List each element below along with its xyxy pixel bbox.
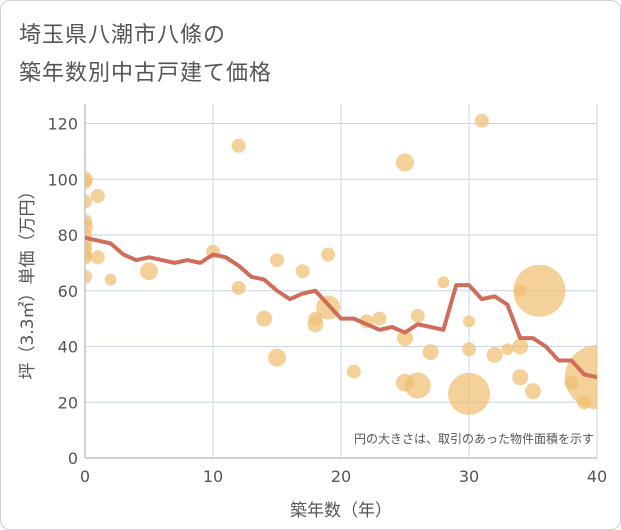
data-bubble	[501, 343, 514, 356]
bubble-layer	[85, 113, 597, 415]
x-axis-title: 築年数（年）	[290, 501, 392, 521]
data-bubble	[140, 262, 158, 281]
data-bubble	[463, 315, 475, 328]
x-tick-label: 40	[587, 467, 607, 486]
chart-note: 円の大きさは、取引のあった物件面積を示す	[354, 431, 594, 446]
data-bubble	[85, 194, 92, 209]
data-bubble	[307, 316, 324, 333]
x-tick-label: 10	[203, 467, 223, 486]
trend-line	[85, 235, 597, 380]
data-bubble	[512, 369, 529, 386]
chart-title-line-2: 築年数別中古戸建て価格	[19, 61, 273, 86]
data-bubble	[268, 348, 286, 367]
data-bubble	[346, 364, 361, 379]
data-bubble	[90, 188, 105, 203]
data-bubble	[85, 269, 92, 284]
data-bubble	[422, 344, 439, 361]
data-bubble	[462, 342, 476, 357]
data-bubble	[321, 247, 336, 262]
y-tick-label: 100	[47, 170, 78, 189]
data-bubble	[295, 264, 310, 279]
data-bubble	[256, 310, 273, 327]
y-tick-label: 80	[58, 226, 78, 245]
x-tick-label: 20	[331, 467, 351, 486]
y-axis-title: 坪（3.3㎡）単価（万円）	[18, 182, 38, 379]
data-bubble	[231, 138, 246, 153]
data-bubble	[85, 175, 92, 190]
x-tick-label: 0	[80, 467, 90, 486]
data-bubble	[448, 372, 490, 415]
data-bubble	[512, 338, 529, 355]
data-bubble	[372, 311, 387, 326]
data-bubble	[410, 308, 425, 323]
data-bubble	[396, 153, 414, 172]
x-tick-label: 30	[459, 467, 479, 486]
chart-title-line-1: 埼玉県八潮市八條の	[19, 23, 227, 48]
y-tick-label: 0	[68, 449, 78, 468]
data-bubble	[437, 276, 450, 289]
data-bubble	[474, 113, 489, 128]
data-bubble	[85, 250, 92, 265]
data-bubble	[525, 383, 541, 400]
y-tick-label: 40	[58, 338, 78, 357]
data-bubble	[104, 273, 117, 286]
y-tick-label: 20	[58, 393, 78, 412]
data-bubble	[231, 280, 246, 295]
data-bubble	[486, 346, 503, 363]
y-tick-label: 120	[47, 115, 78, 134]
data-bubble	[90, 250, 105, 265]
data-bubble	[404, 372, 431, 399]
data-bubble	[270, 253, 284, 268]
y-tick-label: 60	[58, 282, 78, 301]
data-bubble	[513, 264, 566, 317]
data-bubble	[397, 330, 413, 347]
